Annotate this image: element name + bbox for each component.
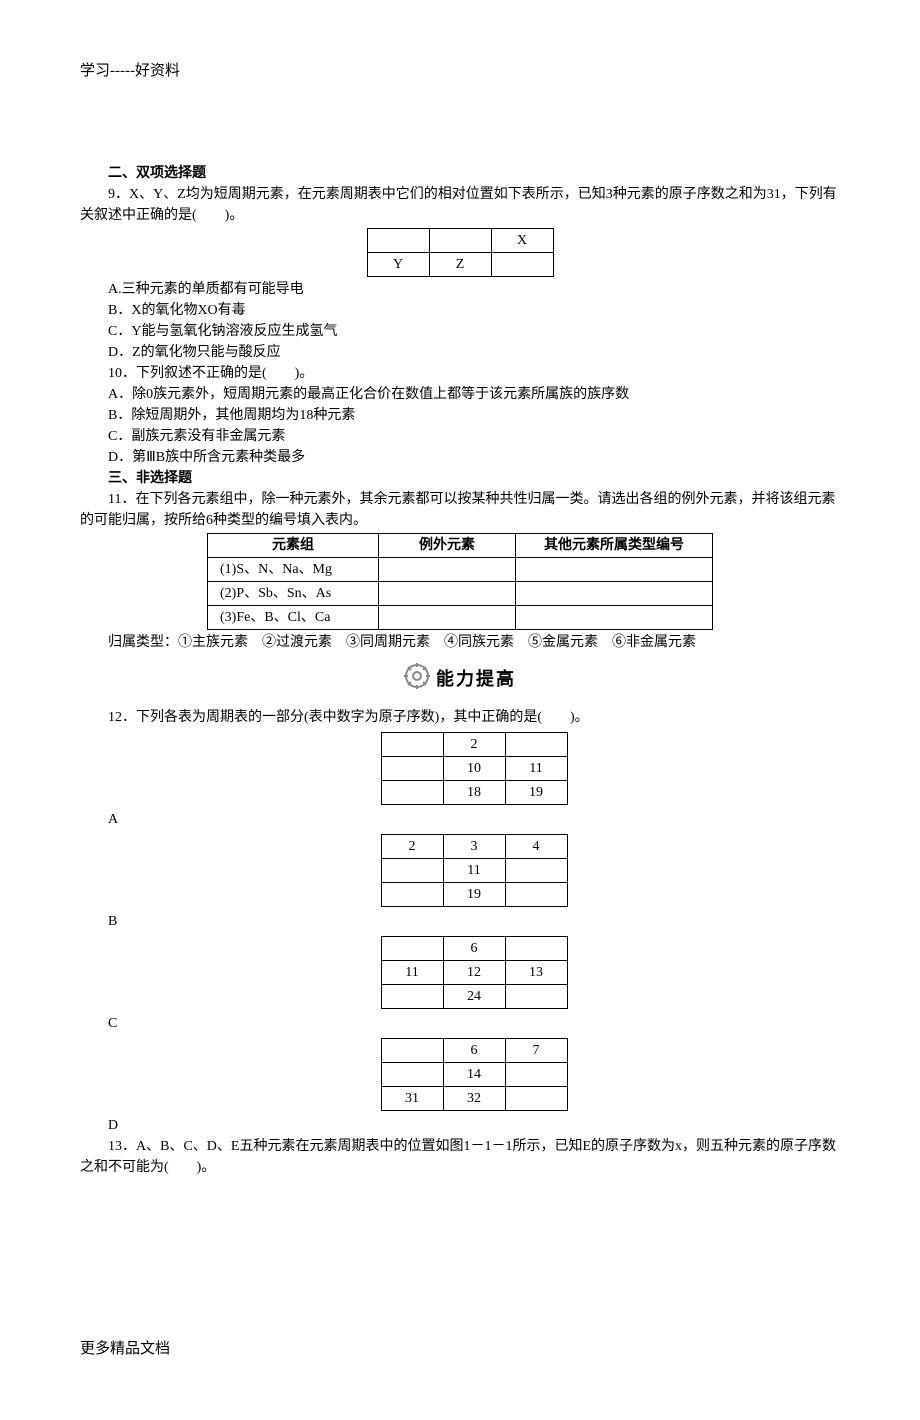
- q10-opt-c: C．副族元素没有非金属元素: [80, 426, 840, 447]
- q11-cell: [379, 557, 516, 581]
- q11-th: 元素组: [208, 533, 379, 557]
- c: 12: [443, 960, 505, 984]
- q11-stem: 11．在下列各元素组中，除一种元素外，其余元素都可以按某种共性归属一类。请选出各…: [80, 489, 840, 531]
- q11-types: 归属类型：①主族元素 ②过渡元素 ③同周期元素 ④同族元素 ⑤金属元素 ⑥非金属…: [80, 632, 840, 653]
- c: [381, 1038, 443, 1062]
- q12-label-c: C: [80, 1013, 840, 1034]
- c: 32: [443, 1086, 505, 1110]
- q11-cell: (2)P、Sb、Sn、As: [208, 581, 379, 605]
- c: [381, 984, 443, 1008]
- c: 24: [443, 984, 505, 1008]
- q13-stem: 13．A、B、C、D、E五种元素在元素周期表中的位置如图1－1－1所示，已知E的…: [80, 1136, 840, 1178]
- q9-stem: 9．X、Y、Z均为短周期元素，在元素周期表中它们的相对位置如下表所示，已知3种元…: [80, 184, 840, 226]
- q10-stem: 10．下列叙述不正确的是( )。: [80, 363, 840, 384]
- q12-table-d: 67 14 3132: [381, 1038, 568, 1111]
- c: [505, 936, 567, 960]
- ability-banner: 能力提高: [80, 663, 840, 697]
- q12-label-a: A: [80, 809, 840, 830]
- q11-cell: [379, 605, 516, 629]
- q10-opt-a: A．除0族元素外，短周期元素的最高正化合价在数值上都等于该元素所属族的族序数: [80, 384, 840, 405]
- q9-cell: Y: [367, 252, 429, 276]
- q9-opt-c: C．Y能与氢氧化钠溶液反应生成氢气: [80, 321, 840, 342]
- c: 31: [381, 1086, 443, 1110]
- q9-opt-b: B．X的氧化物XO有毒: [80, 300, 840, 321]
- ability-title: 能力提高: [436, 668, 516, 688]
- section-2-title: 二、双项选择题: [80, 163, 840, 184]
- c: 7: [505, 1038, 567, 1062]
- c: [381, 756, 443, 780]
- gear-icon: [404, 663, 430, 697]
- q11-cell: [516, 581, 713, 605]
- q11-cell: [516, 605, 713, 629]
- c: [505, 1086, 567, 1110]
- q11-cell: (3)Fe、B、Cl、Ca: [208, 605, 379, 629]
- c: 19: [443, 882, 505, 906]
- c: 3: [443, 834, 505, 858]
- c: 2: [381, 834, 443, 858]
- q12-option-c: 6 111213 24: [108, 936, 840, 1009]
- c: 10: [443, 756, 505, 780]
- c: [381, 732, 443, 756]
- c: 6: [443, 936, 505, 960]
- page-footer: 更多精品文档: [80, 1338, 840, 1361]
- q12-option-d: 67 14 3132: [108, 1038, 840, 1111]
- c: [505, 1062, 567, 1086]
- page-header: 学习-----好资料: [80, 60, 840, 83]
- q12-table-c: 6 111213 24: [381, 936, 568, 1009]
- c: 11: [443, 858, 505, 882]
- q11-cell: (1)S、N、Na、Mg: [208, 557, 379, 581]
- q9-cell: Z: [429, 252, 491, 276]
- q12-label-d: D: [80, 1115, 840, 1136]
- c: [381, 882, 443, 906]
- q9-opt-a: A.三种元素的单质都有可能导电: [80, 279, 840, 300]
- section-3-title: 三、非选择题: [80, 468, 840, 489]
- q10-opt-b: B．除短周期外，其他周期均为18种元素: [80, 405, 840, 426]
- c: [381, 780, 443, 804]
- c: 11: [505, 756, 567, 780]
- c: [381, 1062, 443, 1086]
- q9-cell: [367, 228, 429, 252]
- q11-th: 其他元素所属类型编号: [516, 533, 713, 557]
- q11-th: 例外元素: [379, 533, 516, 557]
- c: 4: [505, 834, 567, 858]
- q11-cell: [379, 581, 516, 605]
- q9-cell: [491, 252, 553, 276]
- c: 18: [443, 780, 505, 804]
- q11-cell: [516, 557, 713, 581]
- c: [381, 858, 443, 882]
- c: 13: [505, 960, 567, 984]
- c: [505, 858, 567, 882]
- c: [505, 732, 567, 756]
- c: [505, 984, 567, 1008]
- q9-cell: X: [491, 228, 553, 252]
- q9-table: X Y Z: [367, 228, 554, 277]
- c: 14: [443, 1062, 505, 1086]
- q9-cell: [429, 228, 491, 252]
- q12-table-b: 234 11 19: [381, 834, 568, 907]
- q10-opt-d: D．第ⅢB族中所含元素种类最多: [80, 447, 840, 468]
- q12-stem: 12．下列各表为周期表的一部分(表中数字为原子序数)，其中正确的是( )。: [80, 707, 840, 728]
- q12-option-b: 234 11 19: [108, 834, 840, 907]
- c: 2: [443, 732, 505, 756]
- q12-table-a: 2 1011 1819: [381, 732, 568, 805]
- q11-table: 元素组 例外元素 其他元素所属类型编号 (1)S、N、Na、Mg (2)P、Sb…: [207, 533, 713, 630]
- c: [505, 882, 567, 906]
- q12-label-b: B: [80, 911, 840, 932]
- q12-option-a: 2 1011 1819: [108, 732, 840, 805]
- q9-opt-d: D．Z的氧化物只能与酸反应: [80, 342, 840, 363]
- c: 6: [443, 1038, 505, 1062]
- c: [381, 936, 443, 960]
- c: 19: [505, 780, 567, 804]
- c: 11: [381, 960, 443, 984]
